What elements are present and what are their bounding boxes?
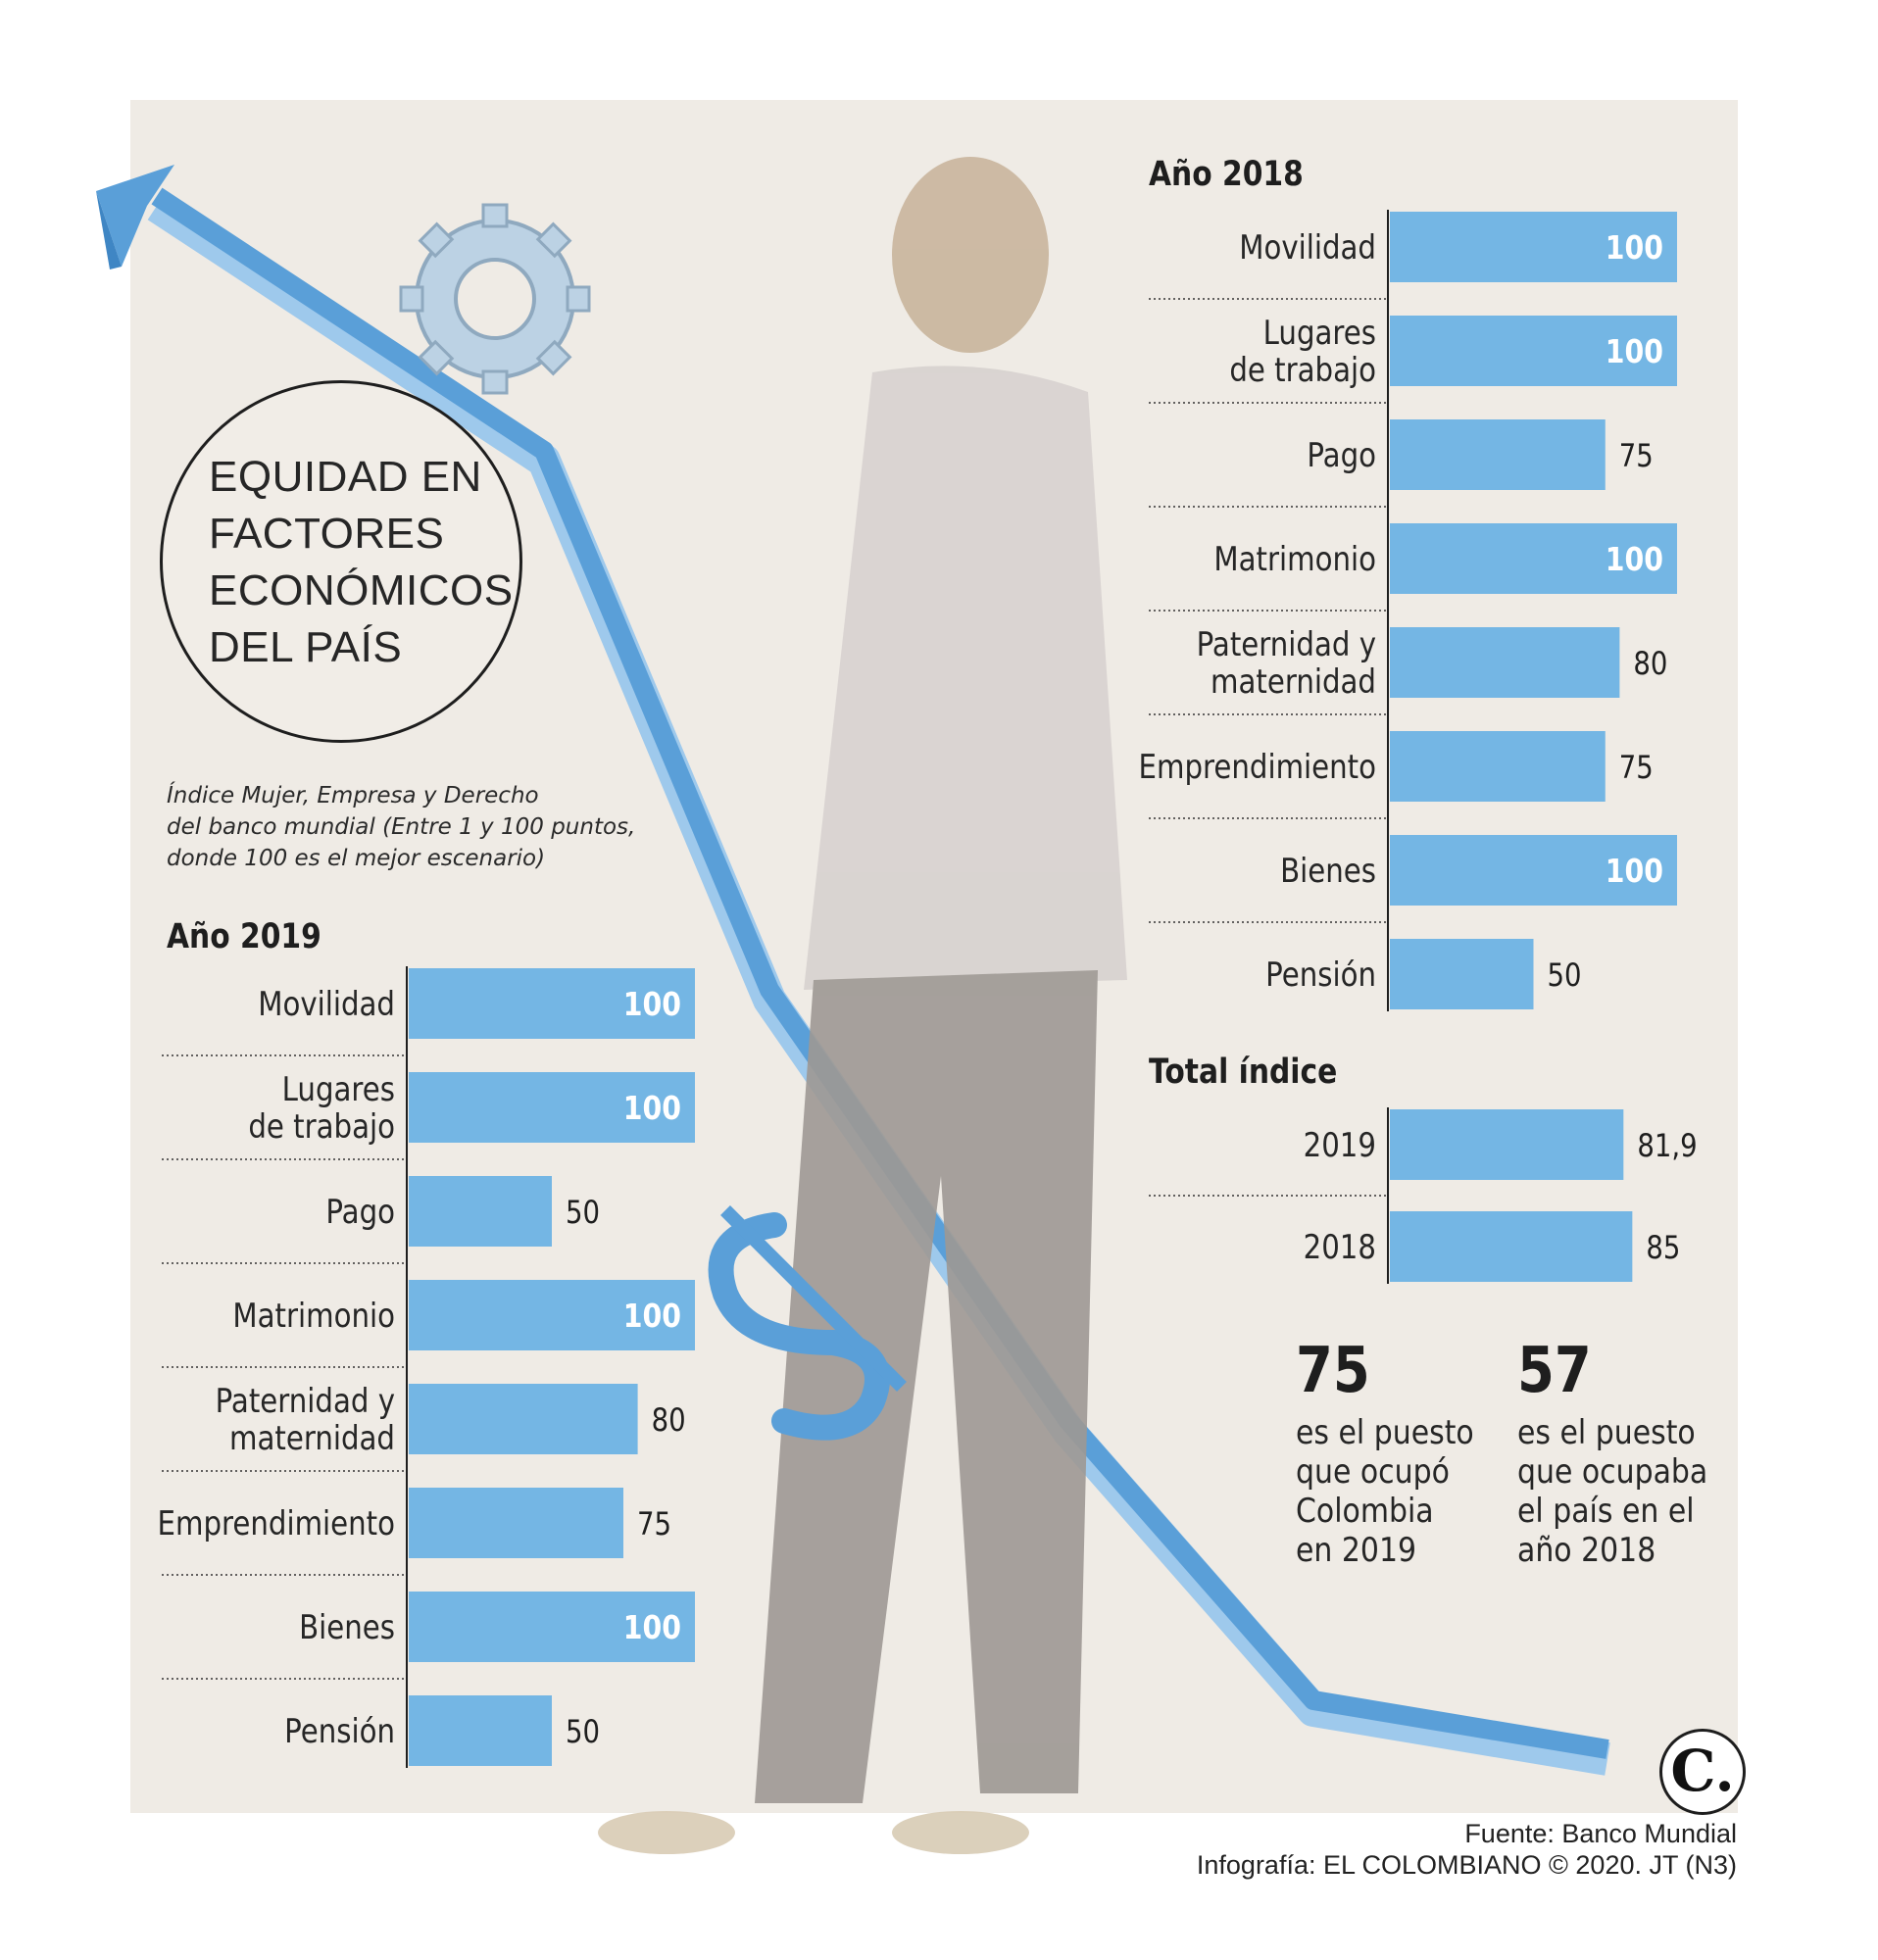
bar bbox=[409, 1695, 552, 1766]
value-label: 100 bbox=[1606, 541, 1663, 579]
title-circle bbox=[160, 380, 522, 743]
category-label: de trabajo bbox=[1229, 352, 1376, 390]
category-label: Lugares bbox=[282, 1071, 395, 1109]
subtitle-line: donde 100 es el mejor escenario) bbox=[167, 846, 546, 871]
value-label: 100 bbox=[1606, 853, 1663, 891]
bar bbox=[409, 1384, 638, 1454]
category-label: Emprendimiento bbox=[1139, 749, 1376, 787]
stat-2018-rank: 57 bbox=[1517, 1335, 1592, 1407]
value-label: 75 bbox=[637, 1506, 671, 1544]
category-label: maternidad bbox=[229, 1420, 395, 1458]
category-label: Pensión bbox=[284, 1713, 395, 1751]
category-label: Pensión bbox=[1265, 956, 1376, 995]
subtitle-line: Índice Mujer, Empresa y Derecho bbox=[167, 783, 539, 808]
chart-total: 81,9 2019 85 2018 bbox=[1149, 1107, 1698, 1284]
title-line: FACTORES bbox=[209, 510, 445, 558]
category-label: Bienes bbox=[299, 1609, 395, 1647]
value-label: 81,9 bbox=[1637, 1128, 1697, 1165]
subtitle-line: del banco mundial (Entre 1 y 100 puntos, bbox=[167, 814, 636, 840]
chart-subtitle: Índice Mujer, Empresa y Derecho del banc… bbox=[167, 780, 676, 874]
dollar-sign-icon bbox=[708, 1205, 907, 1441]
value-label: 100 bbox=[1606, 229, 1663, 268]
value-label: 50 bbox=[1547, 957, 1581, 995]
category-label: Matrimonio bbox=[1213, 541, 1376, 579]
category-label: Movilidad bbox=[1239, 229, 1376, 268]
value-label: 100 bbox=[623, 1609, 681, 1647]
category-label: Lugares bbox=[1263, 315, 1376, 353]
bar bbox=[1390, 939, 1534, 1009]
value-label: 85 bbox=[1646, 1230, 1680, 1267]
infographic-title: EQUIDAD EN FACTORES ECONÓMICOS DEL PAÍS bbox=[209, 449, 522, 676]
title-line: DEL PAÍS bbox=[209, 623, 403, 671]
bar bbox=[1390, 627, 1620, 698]
category-label: Paternidad y bbox=[1197, 626, 1376, 664]
category-label: Movilidad bbox=[258, 986, 395, 1024]
chart-total-title: Total índice bbox=[1149, 1053, 1338, 1092]
value-label: 100 bbox=[623, 1090, 681, 1128]
el-colombiano-logo: C. bbox=[1659, 1729, 1746, 1815]
gear-icon bbox=[399, 203, 591, 395]
stat-line: es el puesto bbox=[1296, 1413, 1474, 1452]
stat-2019-rank: 75 bbox=[1296, 1335, 1370, 1407]
stat-line: el país en el bbox=[1517, 1492, 1695, 1531]
category-label: de trabajo bbox=[248, 1108, 395, 1147]
category-label: Matrimonio bbox=[232, 1298, 395, 1336]
person-silhouette bbox=[598, 157, 1127, 1854]
value-label: 50 bbox=[566, 1195, 600, 1232]
title-line: EQUIDAD EN bbox=[209, 453, 482, 501]
stat-line: año 2018 bbox=[1517, 1531, 1656, 1570]
category-label: Emprendimiento bbox=[158, 1505, 395, 1544]
value-label: 100 bbox=[1606, 333, 1663, 371]
bar bbox=[1390, 419, 1606, 490]
value-label: 100 bbox=[623, 1298, 681, 1336]
category-label: Bienes bbox=[1280, 853, 1376, 891]
category-label: Paternidad y bbox=[216, 1383, 395, 1421]
stat-line: Colombia bbox=[1296, 1492, 1434, 1531]
category-label: 2018 bbox=[1304, 1229, 1376, 1267]
bar bbox=[1390, 1211, 1633, 1282]
stat-line: que ocupaba bbox=[1517, 1452, 1708, 1492]
value-label: 80 bbox=[1633, 646, 1667, 683]
bar bbox=[1390, 212, 1677, 282]
bar bbox=[409, 1176, 552, 1247]
bar bbox=[1390, 316, 1677, 386]
category-label: 2019 bbox=[1304, 1127, 1376, 1165]
bar bbox=[409, 1488, 623, 1558]
bar bbox=[1390, 835, 1677, 906]
chart-2018-title: Año 2018 bbox=[1149, 155, 1304, 194]
bar bbox=[1390, 1109, 1624, 1180]
value-label: 75 bbox=[1619, 438, 1654, 475]
value-label: 75 bbox=[1619, 750, 1654, 787]
bar bbox=[409, 968, 695, 1039]
stat-2018-caption: es el puesto que ocupaba el país en el a… bbox=[1517, 1413, 1715, 1570]
stat-line: que ocupó bbox=[1296, 1452, 1450, 1492]
value-label: 80 bbox=[652, 1402, 686, 1440]
stat-line: es el puesto bbox=[1517, 1413, 1696, 1452]
bar bbox=[409, 1592, 695, 1662]
value-label: 50 bbox=[566, 1714, 600, 1751]
category-label: Pago bbox=[325, 1194, 395, 1232]
source-note: Fuente: Banco Mundial bbox=[1464, 1819, 1737, 1848]
bar bbox=[1390, 731, 1606, 802]
stat-2019-caption: es el puesto que ocupó Colombia en 2019 bbox=[1296, 1413, 1494, 1570]
bar bbox=[1390, 523, 1677, 594]
value-label: 100 bbox=[623, 986, 681, 1024]
category-label: maternidad bbox=[1211, 663, 1376, 702]
chart-2019-title: Año 2019 bbox=[167, 917, 321, 956]
category-label: Pago bbox=[1307, 437, 1376, 475]
bar bbox=[409, 1072, 695, 1143]
credit-note: Infografía: EL COLOMBIANO © 2020. JT (N3… bbox=[1196, 1850, 1737, 1880]
bar bbox=[409, 1280, 695, 1350]
title-line: ECONÓMICOS bbox=[209, 566, 514, 614]
stat-line: en 2019 bbox=[1296, 1531, 1417, 1570]
